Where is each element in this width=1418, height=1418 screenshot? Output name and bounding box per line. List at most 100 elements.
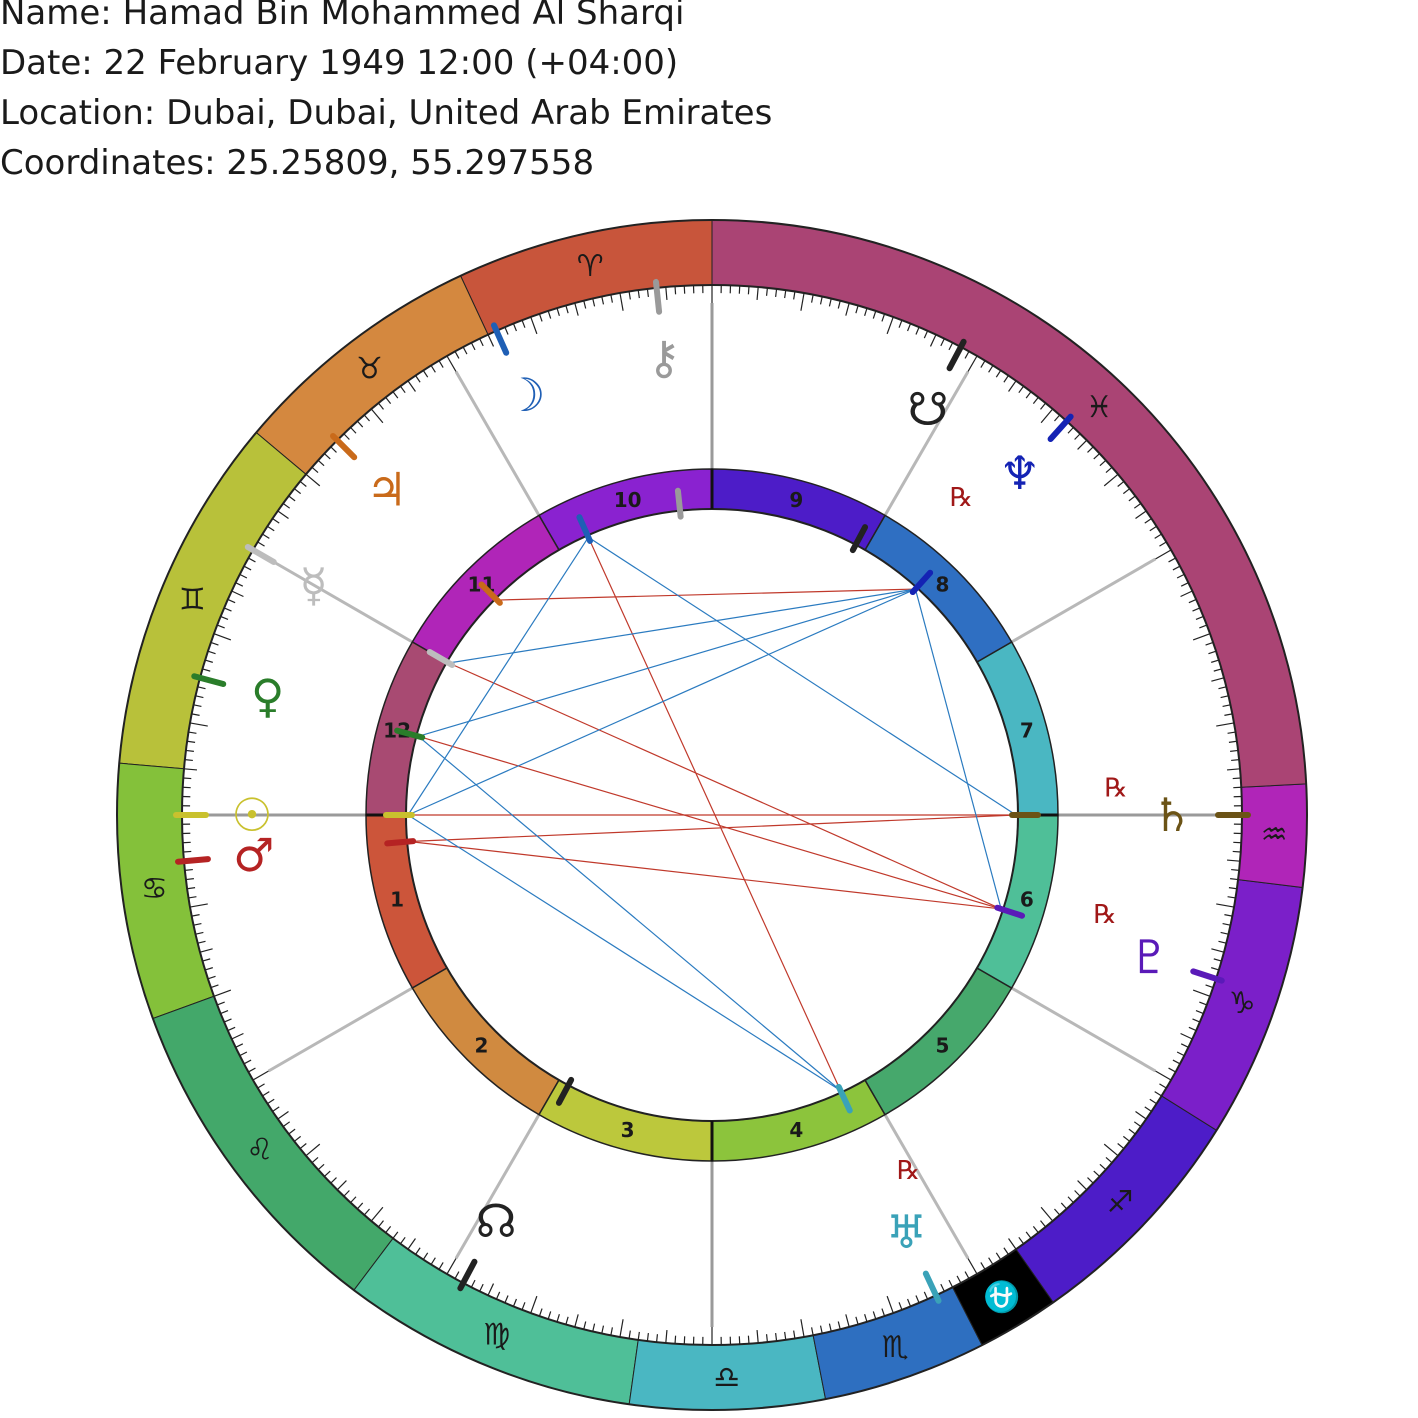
degree-tick <box>1074 1190 1081 1197</box>
degree-tick <box>837 1321 841 1330</box>
degree-tick <box>775 1333 778 1342</box>
degree-tick <box>277 1111 289 1120</box>
aspect-line-opposition <box>409 814 1017 843</box>
degree-tick <box>665 1329 668 1344</box>
degree-tick <box>210 641 219 646</box>
degree-tick <box>257 541 265 547</box>
degree-tick <box>220 615 229 621</box>
degree-tick <box>828 298 832 307</box>
sign-glyph-leo-icon: ♌ <box>246 1133 273 1168</box>
outer-circle <box>116 219 1308 1411</box>
degree-tick <box>1211 659 1220 663</box>
planet-marker-outer <box>652 278 663 315</box>
house-cusp-line <box>1010 986 1157 1073</box>
degree-tick <box>1216 903 1235 908</box>
degree-tick <box>656 1334 659 1343</box>
degree-tick <box>350 1196 357 1204</box>
degree-tick <box>646 1333 649 1342</box>
sign-glyph-libra-icon: ♎ <box>713 1360 740 1395</box>
degree-tick <box>243 565 252 571</box>
sign-glyph-aries-icon: ♈ <box>577 249 604 284</box>
aspect-line-opposition <box>409 840 1002 910</box>
degree-tick <box>1195 615 1204 621</box>
degree-tick <box>422 1252 429 1260</box>
degree-tick <box>855 1316 859 1325</box>
degree-tick <box>299 1143 307 1150</box>
degree-tick <box>189 722 208 727</box>
degree-tick <box>1168 557 1176 563</box>
degree-tick <box>906 1298 912 1307</box>
degree-tick <box>637 290 640 299</box>
degree-tick <box>512 1298 518 1307</box>
degree-tick <box>288 495 296 502</box>
house-number-5: 5 <box>936 1034 950 1058</box>
degree-tick <box>1195 1009 1204 1015</box>
degree-tick <box>504 326 509 335</box>
degree-tick <box>267 1098 275 1105</box>
house-cusp-line <box>267 557 414 644</box>
degree-tick <box>980 360 986 368</box>
degree-tick <box>948 1279 954 1288</box>
degree-tick <box>1192 607 1201 612</box>
degree-tick <box>628 291 631 300</box>
degree-tick <box>995 1252 1002 1260</box>
degree-tick <box>288 1128 296 1135</box>
aspect-line-trine <box>417 735 841 1091</box>
degree-tick <box>1040 402 1047 410</box>
degree-tick <box>430 1257 436 1265</box>
degree-tick <box>446 355 457 372</box>
planet-chiron-icon: ⚷ <box>647 331 681 385</box>
degree-tick <box>592 1323 596 1332</box>
planet-marker-inner <box>384 838 417 847</box>
planet-marker-outer <box>457 1258 478 1292</box>
degree-tick <box>430 365 436 373</box>
degree-tick <box>1087 1177 1094 1184</box>
degree-tick <box>204 967 213 971</box>
degree-tick <box>282 1121 291 1128</box>
degree-tick <box>407 380 416 392</box>
degree-tick <box>929 334 937 347</box>
house-cusp-line <box>883 1113 970 1260</box>
degree-tick <box>377 1220 384 1228</box>
aspect-line-opposition <box>497 588 916 601</box>
degree-tick <box>1154 533 1162 539</box>
degree-tick <box>1054 1208 1061 1216</box>
degree-tick <box>1222 704 1231 708</box>
degree-tick <box>1180 1043 1189 1048</box>
degree-tick <box>1144 518 1152 524</box>
degree-tick <box>1008 380 1017 392</box>
coordinates-line: Coordinates: 25.25809, 55.297558 <box>0 143 595 183</box>
degree-tick <box>193 922 202 926</box>
degree-tick <box>1077 439 1088 450</box>
degree-tick <box>1105 1157 1113 1164</box>
planet-marker-outer <box>946 338 967 372</box>
degree-tick <box>1172 565 1181 571</box>
degree-tick <box>775 288 778 297</box>
degree-tick <box>1149 525 1157 532</box>
degree-tick <box>187 740 196 743</box>
degree-tick <box>1188 598 1197 604</box>
degree-tick <box>1232 777 1241 780</box>
house-number-7: 7 <box>1020 719 1034 743</box>
degree-tick <box>239 573 248 579</box>
degree-tick <box>1226 859 1241 862</box>
degree-tick <box>356 420 364 428</box>
sign-glyph-cancer-icon: ♋ <box>141 871 168 906</box>
degree-tick <box>311 466 319 473</box>
degree-tick <box>601 296 605 305</box>
degree-tick <box>565 1316 569 1325</box>
degree-tick <box>1211 967 1220 971</box>
house-number-3: 3 <box>621 1118 635 1142</box>
degree-tick <box>195 695 204 699</box>
degree-tick <box>197 686 206 690</box>
degree-tick <box>923 1291 929 1300</box>
degree-tick <box>1103 1143 1119 1157</box>
degree-tick <box>1168 1067 1176 1073</box>
degree-tick <box>1155 1070 1172 1081</box>
degree-tick <box>210 984 219 989</box>
degree-tick <box>521 1302 526 1311</box>
degree-tick <box>392 391 399 399</box>
degree-tick <box>216 624 225 629</box>
degree-tick <box>819 296 823 305</box>
